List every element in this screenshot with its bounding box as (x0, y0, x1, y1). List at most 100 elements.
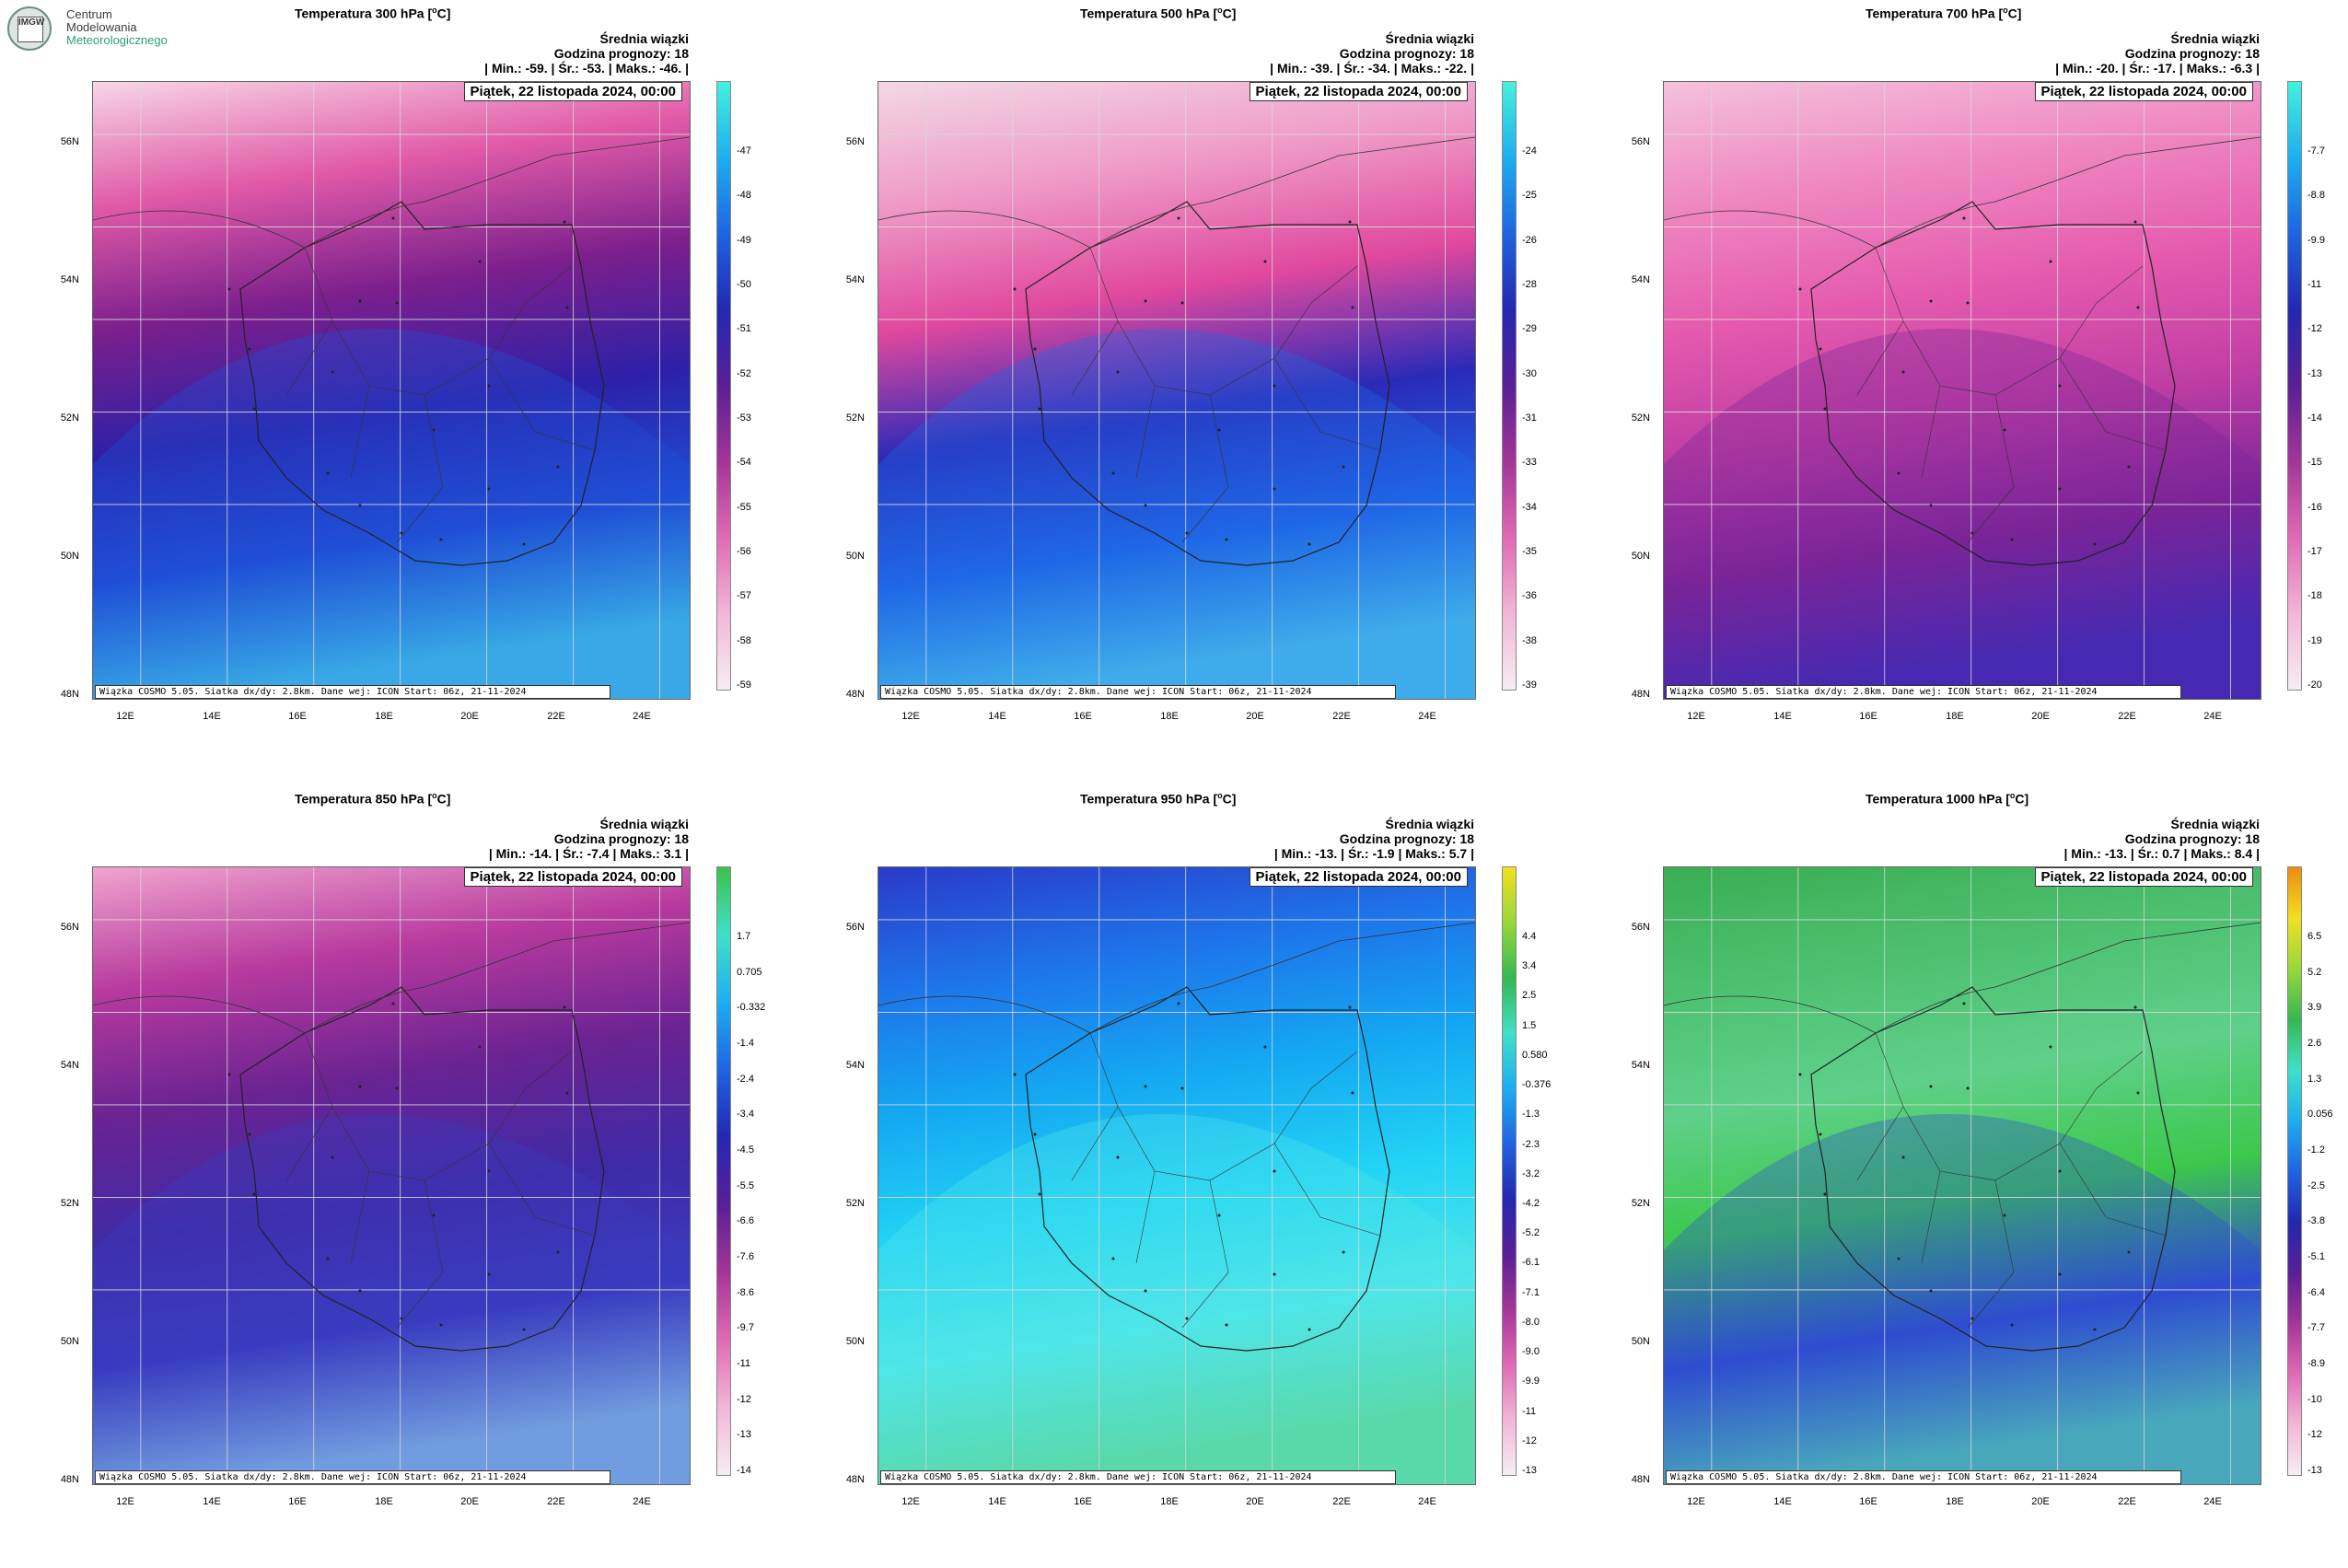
city-marker (1929, 1085, 1933, 1088)
logo-badge: IMGW (17, 17, 44, 42)
city-marker (1342, 465, 1345, 469)
voivodeship-borders (285, 247, 596, 543)
avg-label: Średnia wiązki (2170, 817, 2260, 831)
latitude-label: 48N (1631, 1474, 1650, 1485)
longitude-label: 22E (1332, 1496, 1351, 1507)
latitude-label: 52N (60, 412, 79, 424)
panel-summary: Średnia wiązki Godzina prognozy: 18 | Min.… (489, 817, 689, 861)
city-marker (1185, 1317, 1189, 1320)
color-scale (716, 866, 731, 1476)
city-marker (331, 1156, 334, 1159)
scale-tick-label: -2.5 (2307, 1179, 2325, 1191)
forecast-panel: Temperatura 700 hPa [oC] Średnia wiązki Go… (1571, 0, 2344, 783)
scale-tick-label: -11 (737, 1358, 751, 1369)
title-unit: C] (2015, 791, 2029, 807)
map-field (1664, 82, 2261, 699)
city-marker (487, 384, 491, 388)
scale-tick-label: -35 (1522, 546, 1537, 557)
voivodeship-borders (285, 1032, 596, 1329)
city-marker (1308, 1328, 1311, 1331)
voivodeship-borders (1071, 247, 1381, 543)
field-fill (1664, 867, 2261, 1484)
latitude-label: 56N (60, 922, 79, 933)
city-marker (2133, 1005, 2137, 1009)
latitude-label: 50N (1631, 1336, 1650, 1347)
scale-tick-label: -47 (737, 145, 751, 157)
scale-tick-label: -5.1 (2307, 1251, 2325, 1262)
longitude-label: 12E (901, 711, 920, 722)
longitude-label: 14E (203, 1496, 221, 1507)
scale-tick-label: -2.4 (737, 1073, 754, 1085)
panel-title: Temperatura 850 hPa [oC] (295, 791, 773, 807)
city-marker (1144, 504, 1147, 507)
city-marker (1819, 347, 1822, 351)
longitude-label: 20E (460, 711, 479, 722)
city-marker (1038, 1192, 1041, 1196)
scale-tick-label: -4.5 (737, 1144, 754, 1156)
title-degree: o (1217, 791, 1223, 800)
city-marker (2010, 538, 2014, 541)
poland-border (1810, 986, 2176, 1352)
scale-tick-label: -20 (2307, 679, 2322, 691)
city-marker (522, 542, 526, 546)
city-marker (1033, 1132, 1037, 1136)
city-marker (1273, 487, 1276, 491)
color-scale (1502, 81, 1517, 691)
model-info: Wiązka COSMO 5.05. Siatka dx/dy: 2.8km. … (1666, 685, 2181, 699)
scale-tick-label: -38 (1522, 634, 1537, 646)
longitude-label: 22E (547, 1496, 565, 1507)
color-scale (2287, 866, 2302, 1476)
city-marker (252, 1192, 256, 1196)
map-field (1664, 867, 2261, 1484)
city-marker (432, 428, 436, 432)
latitude-label: 56N (1631, 136, 1650, 147)
city-marker (1966, 1086, 1970, 1090)
scale-tick-label: -58 (737, 634, 751, 646)
title-degree: o (1217, 6, 1223, 15)
city-marker (395, 301, 399, 305)
forecast-panel: Temperatura 850 hPa [oC] Średnia wiązki Go… (0, 785, 773, 1568)
longitude-label: 18E (1160, 1496, 1179, 1507)
field-fill (93, 82, 690, 699)
longitude-label: 12E (901, 1496, 920, 1507)
latitude-label: 50N (1631, 551, 1650, 562)
latitude-label: 56N (1631, 922, 1650, 933)
latitude-label: 56N (60, 136, 79, 147)
scale-tick-label: -11 (1522, 1405, 1537, 1417)
stats-line: | Min.: -14. | Śr.: -7.4 | Maks.: 3.1 | (488, 846, 689, 861)
city-marker (2127, 1250, 2131, 1254)
longitude-label: 12E (116, 1496, 134, 1507)
date-label: Piątek, 22 listopada 2024, 00:00 (463, 867, 682, 887)
scale-tick-label: -17 (2307, 546, 2322, 557)
longitude-label: 20E (2031, 1496, 2050, 1507)
coastline (93, 922, 690, 1034)
field-fill (1664, 82, 2261, 699)
scale-tick-label: -9.9 (1522, 1376, 1540, 1388)
city-marker (1929, 504, 1933, 507)
scale-tick-label: -0.332 (737, 1002, 766, 1014)
longitude-label: 24E (633, 1496, 651, 1507)
poland-border (1810, 201, 2176, 566)
temperature-map: Piątek, 22 listopada 2024, 00:00 Wiązka C… (1663, 81, 2261, 700)
scale-tick-label: -53 (737, 412, 751, 424)
longitude-label: 14E (203, 711, 221, 722)
scale-tick-label: -6.4 (2307, 1286, 2325, 1298)
city-marker (227, 287, 231, 291)
city-marker (326, 471, 330, 475)
scale-tick-label: -8.0 (1522, 1316, 1540, 1328)
city-marker (432, 1214, 436, 1217)
latitude-label: 52N (1631, 412, 1650, 424)
city-marker (1111, 1257, 1115, 1260)
field-band (93, 329, 690, 699)
longitude-label: 14E (988, 711, 1006, 722)
city-marker (1348, 220, 1352, 224)
longitude-label: 20E (1246, 1496, 1264, 1507)
longitude-label: 18E (1946, 1496, 1964, 1507)
scale-tick-label: -39 (1522, 679, 1537, 691)
city-marker (1217, 1214, 1221, 1217)
coastline (1664, 136, 2261, 249)
scale-tick-label: -50 (737, 279, 751, 290)
latitude-label: 52N (60, 1198, 79, 1209)
longitude-label: 18E (1160, 711, 1179, 722)
city-marker (1217, 428, 1221, 432)
